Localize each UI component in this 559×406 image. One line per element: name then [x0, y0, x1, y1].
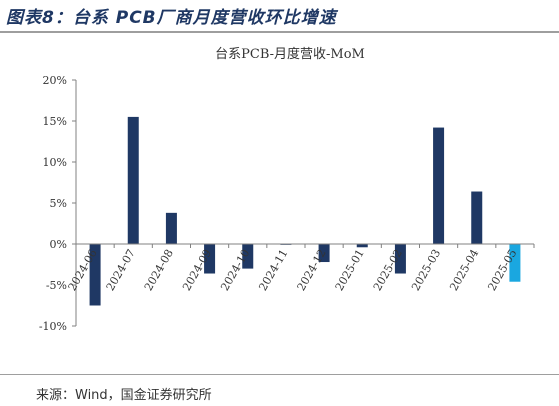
- bar-2025-01: [356, 244, 368, 248]
- bar-2024-07: [127, 116, 139, 244]
- figure-title: 图表8：台系 PCB厂商月度营收环比增速: [6, 8, 337, 28]
- bar-2024-10: [242, 244, 254, 269]
- x-tick-label: 2024-08: [142, 247, 176, 293]
- x-tick-label: 2024-12: [295, 247, 329, 293]
- x-tick-label: 2025-01: [333, 247, 367, 293]
- x-tick-label: 2025-04: [447, 247, 481, 293]
- source-divider: [0, 374, 559, 375]
- bar-2025-02: [394, 244, 406, 274]
- y-tick-label: 10%: [43, 156, 67, 169]
- x-tick-label: 2024-11: [256, 247, 290, 293]
- y-tick-label: -5%: [46, 279, 67, 292]
- x-tick-label: 2024-07: [104, 247, 138, 293]
- bar-2025-03: [433, 127, 445, 244]
- title-divider: [0, 31, 559, 33]
- x-axis: 2024-06 2024-07 2024-08 2024-09 2024-10 2024-…: [66, 243, 535, 293]
- y-tick-label: 5%: [50, 197, 67, 210]
- y-axis: -10% -5% 0% 5% 10% 15% 20%: [39, 74, 77, 333]
- y-tick-label: 15%: [43, 115, 67, 128]
- bar-2024-12: [318, 244, 330, 263]
- chart-title: 台系PCB-月度营收-MoM: [215, 46, 365, 62]
- x-tick-label: 2024-10: [218, 247, 252, 293]
- bar-chart: 台系PCB-月度营收-MoM -10% -5% 0% 5% 10% 15% 20% 2024…: [39, 46, 535, 333]
- bar-2024-06: [89, 244, 101, 306]
- bars: [89, 116, 521, 306]
- bar-2025-04: [471, 191, 483, 244]
- bar-2025-05: [509, 244, 521, 282]
- y-tick-label: 0%: [50, 238, 67, 251]
- y-tick-label: 20%: [43, 74, 67, 87]
- bar-2024-09: [204, 244, 216, 274]
- x-tick-label: 2025-03: [409, 247, 443, 293]
- bar-2024-08: [165, 212, 177, 244]
- source-note: 来源：Wind，国金证券研究所: [36, 388, 212, 403]
- y-tick-label: -10%: [39, 320, 67, 333]
